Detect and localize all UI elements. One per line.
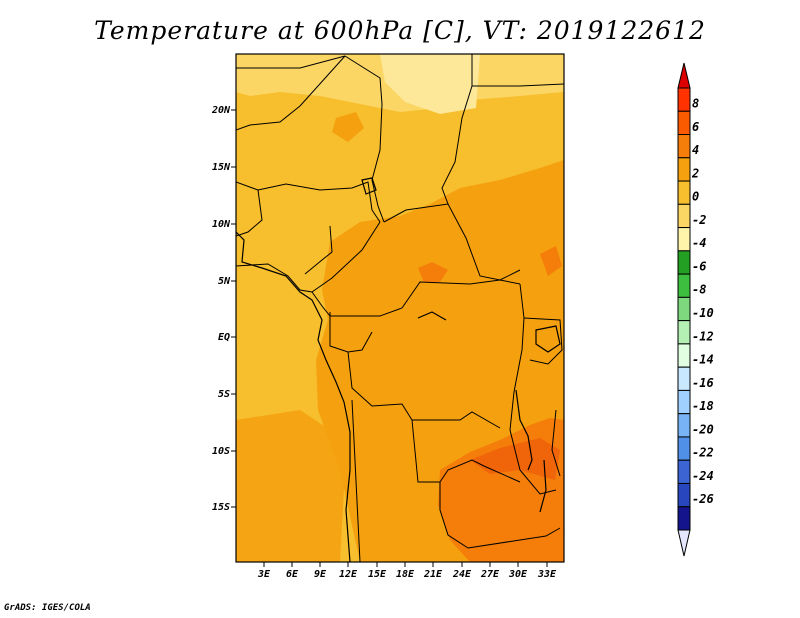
lat-label-eq: EQ [218, 332, 230, 343]
lon-label-18e: 18E [396, 569, 415, 580]
lon-label-9e: 9E [314, 569, 327, 580]
lat-label-20n: 20N [211, 105, 231, 116]
country-borders [236, 54, 564, 562]
colorbar-cell [677, 250, 691, 275]
colorbar-label: -18 [692, 399, 714, 413]
colorbar-cell [677, 180, 691, 205]
colorbar-label: -26 [692, 492, 714, 506]
lon-label-21e: 21E [423, 569, 443, 580]
colorbar-label: 6 [692, 120, 699, 134]
colorbar-label: -22 [692, 446, 714, 460]
lake-tanganyika [515, 389, 533, 471]
lat-label-15s: 15S [212, 502, 230, 513]
colorbar-cell [677, 87, 691, 112]
lon-label-27e: 27E [480, 569, 500, 580]
colorbar-label: 2 [691, 166, 699, 180]
colorbar-label: -24 [692, 469, 714, 483]
colorbar-cell [677, 506, 691, 531]
colorbar-label: -6 [692, 259, 706, 273]
colorbar-label: -8 [692, 283, 706, 297]
colorbar-cell [677, 110, 691, 136]
colorbar-label: 4 [692, 143, 699, 157]
lon-label-30e: 30E [508, 569, 528, 580]
colorbar-label: -14 [692, 353, 714, 367]
colorbar-cell [677, 157, 691, 182]
colorbar-top-triangle [677, 62, 691, 89]
colorbar-cell [677, 459, 691, 484]
colorbar-label: -12 [692, 329, 714, 343]
colorbar-cell [677, 436, 691, 461]
colorbar-cell [677, 134, 691, 159]
longitude-labels: 3E 6E 9E 12E 15E 18E 21E 24E 27E 30E 33E [257, 569, 557, 580]
temperature-zone-coolest-north [380, 54, 480, 114]
lon-label-24e: 24E [452, 569, 472, 580]
lon-label-6e: 6E [286, 569, 299, 580]
colorbar-cell [677, 227, 691, 252]
colorbar-cell [677, 482, 691, 508]
lon-label-15e: 15E [368, 569, 387, 580]
river-segment [417, 311, 447, 321]
lakes [361, 177, 561, 513]
lon-label-12e: 12E [339, 569, 358, 580]
map-frame [235, 53, 565, 563]
colorbar-label: -2 [692, 213, 706, 227]
colorbar-cell [677, 273, 691, 298]
latitude-labels: 20N 15N 10N 5N EQ 5S 10S 15S [211, 105, 231, 513]
lake-chad [361, 177, 377, 195]
axis-ticks [231, 109, 548, 567]
colorbar: 8 6 4 2 0 -2 -4 -6 -8 -10 -12 -14 -16 -18 -20 -22 -24 -26 [677, 62, 714, 557]
temperature-field [236, 54, 564, 562]
colorbar-cell [677, 366, 691, 391]
temperature-zone-hot-spot-central [418, 262, 448, 282]
colorbar-cell [677, 343, 691, 368]
lat-label-10n: 10N [212, 219, 231, 230]
credit-text: GrADS: IGES/COLA [4, 603, 91, 613]
colorbar-label: -16 [692, 376, 714, 390]
colorbar-bottom-triangle [677, 529, 691, 557]
lake-victoria [535, 325, 561, 353]
colorbar-label: 0 [692, 190, 699, 204]
colorbar-label: -20 [692, 422, 714, 436]
lat-label-15n: 15N [212, 162, 231, 173]
lon-label-33e: 33E [537, 569, 557, 580]
temperature-zone-hot-spot-east [540, 246, 562, 276]
lat-label-10s: 10S [212, 446, 230, 457]
lon-label-3e: 3E [257, 569, 271, 580]
lake-malawi [539, 459, 547, 513]
colorbar-cell [677, 320, 691, 345]
colorbar-cell [677, 296, 691, 322]
colorbar-label: -4 [692, 236, 706, 250]
colorbar-label: 8 [692, 97, 699, 111]
lat-label-5n: 5N [218, 276, 231, 287]
colorbar-label: -10 [692, 306, 714, 320]
coastline [236, 231, 351, 562]
chart-title: Temperature at 600hPa [C], VT: 201912261… [94, 16, 706, 45]
colorbar-cell [677, 203, 691, 229]
temperature-zone-warm-north [332, 112, 364, 142]
colorbar-cell [677, 413, 691, 438]
temperature-zone-warm-southwest [236, 410, 345, 562]
lat-label-5s: 5S [218, 389, 230, 400]
colorbar-cell [677, 389, 691, 415]
